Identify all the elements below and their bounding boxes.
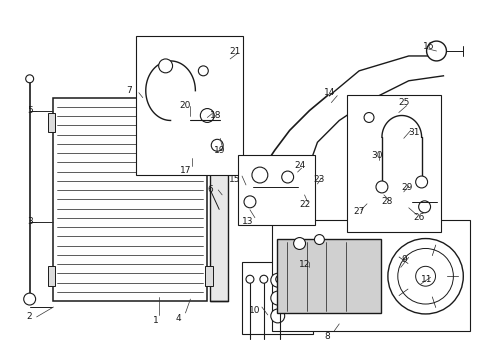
- Text: 4: 4: [175, 314, 181, 323]
- Bar: [276, 239, 380, 313]
- Text: 29: 29: [400, 184, 411, 193]
- Text: 5: 5: [27, 106, 33, 115]
- Bar: [210, 134, 228, 301]
- Circle shape: [200, 109, 214, 122]
- Bar: [53, 98, 207, 301]
- Text: 17: 17: [180, 166, 191, 175]
- Circle shape: [24, 293, 36, 305]
- Circle shape: [158, 59, 172, 73]
- Circle shape: [293, 238, 305, 249]
- Circle shape: [245, 275, 253, 283]
- Text: 13: 13: [242, 217, 253, 226]
- Circle shape: [198, 66, 208, 76]
- Circle shape: [364, 113, 373, 122]
- Circle shape: [259, 275, 267, 283]
- Circle shape: [26, 75, 34, 83]
- Bar: [47, 266, 55, 286]
- Text: 31: 31: [407, 128, 419, 137]
- Text: 16: 16: [422, 41, 433, 50]
- Circle shape: [270, 291, 284, 305]
- Circle shape: [387, 239, 462, 314]
- Bar: [47, 113, 55, 132]
- Text: 1: 1: [153, 316, 158, 325]
- Bar: [242, 262, 313, 334]
- Text: 23: 23: [313, 175, 325, 184]
- Text: 21: 21: [229, 46, 240, 55]
- Circle shape: [275, 275, 283, 283]
- Bar: [205, 113, 213, 132]
- Circle shape: [270, 309, 284, 323]
- Text: 10: 10: [249, 306, 260, 315]
- Circle shape: [418, 201, 429, 213]
- Circle shape: [281, 171, 293, 183]
- Text: 2: 2: [27, 312, 32, 321]
- Circle shape: [314, 235, 324, 244]
- Text: 12: 12: [298, 260, 309, 269]
- Bar: [136, 36, 243, 175]
- Text: 6: 6: [207, 185, 213, 194]
- Circle shape: [270, 273, 284, 287]
- Bar: [205, 266, 213, 286]
- Text: 3: 3: [27, 217, 33, 226]
- Text: 14: 14: [323, 88, 334, 97]
- Circle shape: [211, 139, 223, 151]
- Text: 30: 30: [370, 151, 382, 160]
- Text: 9: 9: [400, 255, 406, 264]
- Text: 11: 11: [420, 275, 431, 284]
- Text: 8: 8: [324, 332, 329, 341]
- Bar: [271, 220, 469, 331]
- Text: 18: 18: [209, 111, 221, 120]
- Text: 26: 26: [412, 213, 424, 222]
- Text: 20: 20: [180, 101, 191, 110]
- Circle shape: [426, 41, 446, 61]
- Text: 19: 19: [214, 146, 225, 155]
- Text: 25: 25: [397, 98, 408, 107]
- Bar: [238, 155, 315, 225]
- Text: 22: 22: [298, 200, 309, 209]
- Text: 24: 24: [293, 161, 305, 170]
- Circle shape: [397, 248, 452, 304]
- Bar: [346, 95, 441, 231]
- Circle shape: [375, 181, 387, 193]
- Circle shape: [244, 196, 255, 208]
- Text: 7: 7: [126, 86, 131, 95]
- Circle shape: [251, 167, 267, 183]
- Circle shape: [415, 176, 427, 188]
- Text: 15: 15: [229, 175, 240, 184]
- Text: 28: 28: [381, 197, 392, 206]
- Text: 27: 27: [353, 207, 364, 216]
- Circle shape: [415, 266, 435, 286]
